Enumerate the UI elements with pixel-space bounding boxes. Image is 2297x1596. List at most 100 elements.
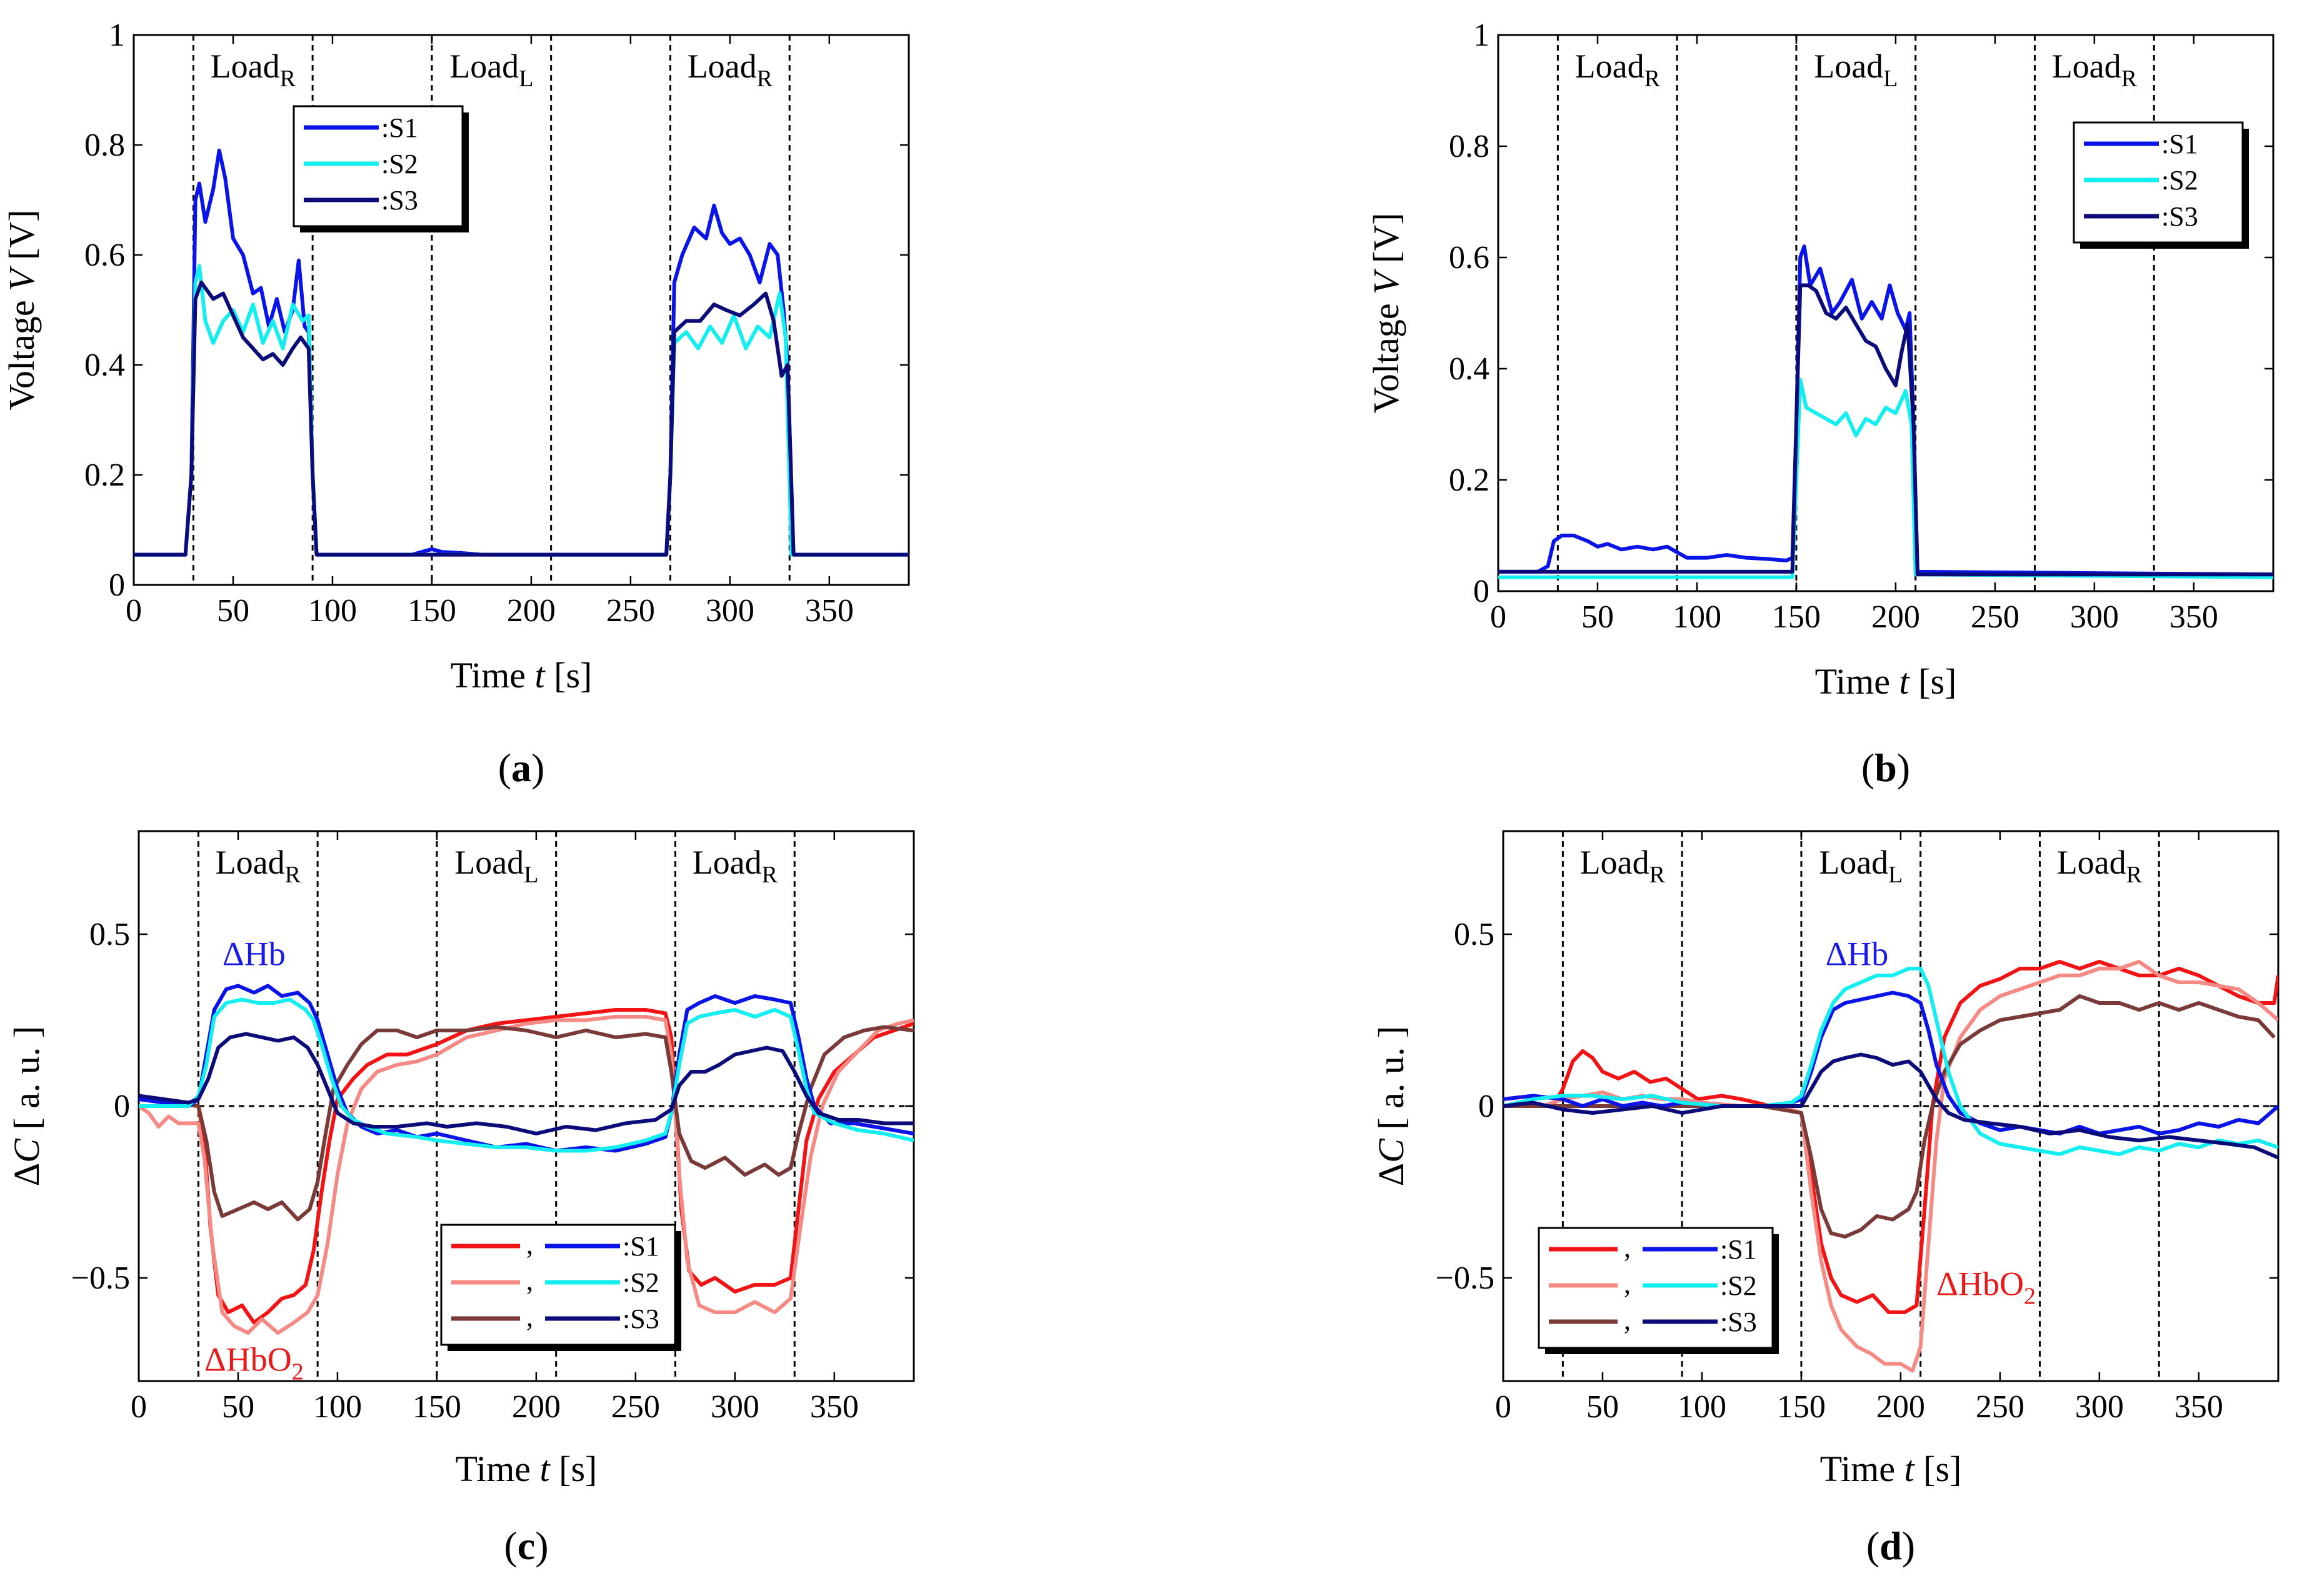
panel-d-legend-separator: ,	[1624, 1305, 1631, 1335]
panel-c-caption: (c)	[504, 1524, 548, 1568]
panel-a-x-tick-label: 350	[805, 593, 854, 629]
panel-d-x-tick-label: 350	[2174, 1389, 2223, 1425]
panel-c-x-axis-title: Time t [s]	[456, 1449, 598, 1489]
panel-d-series-hbo2-s1	[1503, 960, 2278, 1314]
panel-a: 0 50 100 150 200 250 300 350 0 0.2 0.4 0.6 0.8 1 LoadR…	[1, 17, 910, 790]
panel-a-y-tick-label: 0.2	[84, 457, 125, 493]
panel-b-x-tick-label: 200	[1871, 599, 1920, 635]
panel-a-x-tick-label: 200	[507, 593, 556, 629]
panel-a-series-s3	[134, 281, 909, 557]
panel-d-load-label: LoadR	[1580, 844, 1666, 888]
panel-c-x-tick-label: 100	[313, 1389, 362, 1425]
panel-b-x-tick-label: 250	[1971, 599, 2019, 635]
panel-d-annotation: ΔHbO2	[1936, 1265, 2036, 1310]
panel-c-x-tick-label: 200	[512, 1389, 561, 1425]
panel-b-y-tick-label: 0.4	[1449, 351, 1489, 387]
panel-c-series-hb-s1	[139, 984, 914, 1153]
panel-b-caption: (b)	[1861, 746, 1910, 790]
panel-c-y-tick-label: −0.5	[71, 1260, 130, 1296]
panel-a-caption: (a)	[498, 746, 545, 790]
panel-d-load-label: LoadL	[1819, 844, 1903, 888]
panel-c-x-tick-label: 0	[131, 1389, 147, 1425]
panel-d-legend-label: :S2	[1720, 1270, 1757, 1301]
panel-d-series-hb-s2	[1503, 967, 2278, 1156]
panel-b-legend-label: :S1	[2161, 129, 2198, 159]
panel-c-y-tick-label: 0.5	[89, 917, 130, 952]
panel-b-series-s2	[1498, 377, 2273, 579]
panel-d: 0 50 100 150 200 250 300 350 −0.5 0 0.5 LoadR LoadL L…	[1371, 830, 2279, 1568]
panel-b-load-label: LoadL	[1814, 47, 1898, 92]
panel-c-series-hbo2-s3	[139, 1025, 914, 1222]
panel-d-y-tick-label: 0.5	[1454, 917, 1494, 952]
panel-d-series-hb-s3	[1503, 1052, 2278, 1160]
panel-d-series-hb-s1	[1503, 990, 2278, 1135]
panel-d-x-tick-label: 250	[1976, 1389, 2024, 1425]
panel-c-x-tick-label: 300	[711, 1389, 759, 1425]
panel-a-x-tick-label: 100	[308, 593, 357, 629]
panel-c-series-hbo2-s1	[139, 1008, 914, 1325]
panel-c-x-tick-label: 150	[413, 1389, 461, 1425]
panel-a-legend-label: :S2	[381, 149, 418, 179]
panel-a-x-tick-label: 0	[126, 593, 142, 629]
panel-d-x-tick-label: 300	[2075, 1389, 2124, 1425]
panel-b-x-tick-label: 300	[2070, 599, 2119, 635]
panel-c-legend-label: :S1	[623, 1231, 659, 1262]
panel-c-series-hb-s3	[139, 1032, 914, 1135]
panel-b-legend-label: :S2	[2161, 165, 2198, 196]
panel-c-x-tick-label: 350	[810, 1389, 859, 1425]
panel-c-legend-separator: ,	[526, 1265, 533, 1296]
panel-a-x-tick-label: 150	[408, 593, 456, 629]
panel-a-load-label: LoadR	[688, 47, 773, 92]
panel-b-legend	[2073, 121, 2244, 244]
panel-a-y-tick-label: 0.8	[84, 127, 125, 163]
panel-b-load-label: LoadR	[1575, 47, 1661, 92]
panel-a-x-tick-label: 50	[217, 593, 249, 629]
panel-d-caption: (d)	[1866, 1524, 1915, 1568]
panel-d-x-tick-label: 200	[1876, 1389, 1925, 1425]
panel-d-x-axis-title: Time t [s]	[1820, 1449, 1962, 1489]
panel-d-y-tick-label: −0.5	[1436, 1260, 1494, 1296]
panel-b-series-s1	[1498, 244, 2273, 577]
panel-a-legend-label: :S3	[381, 185, 418, 216]
panel-c-x-tick-label: 50	[222, 1389, 254, 1425]
panel-c-load-label: LoadR	[693, 844, 778, 888]
panel-d-x-tick-label: 100	[1678, 1389, 1726, 1425]
panel-a-y-tick-label: 1	[109, 17, 125, 53]
panel-a-x-tick-label: 300	[706, 593, 754, 629]
panel-c-y-tick-label: 0	[114, 1089, 130, 1124]
panel-d-legend-label: :S1	[1720, 1234, 1757, 1265]
panel-b-series-s3	[1498, 283, 2273, 577]
panel-b-y-tick-label: 0	[1473, 574, 1489, 609]
panel-d-x-tick-label: 50	[1586, 1389, 1619, 1425]
panel-d-y-tick-label: 0	[1478, 1089, 1494, 1124]
panel-a-plot-frame	[133, 34, 910, 586]
panel-c: 0 50 100 150 200 250 300 350 −0.5 0 0.5 LoadR LoadL L…	[6, 830, 915, 1568]
panel-a-load-label: LoadL	[449, 47, 533, 92]
panel-b-load-label: LoadR	[2052, 47, 2138, 92]
panel-d-annotation: ΔHb	[1826, 935, 1889, 973]
panel-c-load-label: LoadR	[216, 844, 301, 888]
panel-d-load-label: LoadR	[2057, 844, 2143, 888]
panel-a-x-tick-label: 250	[606, 593, 655, 629]
panel-c-load-label: LoadL	[454, 844, 538, 888]
panel-c-legend-label: :S2	[623, 1267, 659, 1298]
panel-a-x-axis-title: Time t [s]	[451, 655, 593, 696]
panel-d-legend-label: :S3	[1720, 1307, 1757, 1337]
panel-d-x-tick-label: 0	[1495, 1389, 1511, 1425]
panel-c-series-hb-s2	[139, 997, 914, 1153]
panel-c-series-hbo2-s2	[139, 1015, 914, 1335]
panel-b-y-tick-label: 0.2	[1449, 462, 1489, 498]
panel-c-annotation: ΔHbO2	[204, 1341, 304, 1385]
panel-a-load-label: LoadR	[211, 47, 296, 92]
panel-d-legend-separator: ,	[1624, 1232, 1631, 1263]
panel-c-annotation: ΔHb	[223, 935, 286, 973]
panel-a-y-axis-title: Voltage V [V]	[1, 209, 42, 410]
panel-d-x-tick-label: 150	[1777, 1389, 1826, 1425]
panel-c-legend-separator: ,	[526, 1302, 533, 1332]
panel-a-y-tick-label: 0.6	[84, 237, 125, 273]
panel-b-x-tick-label: 0	[1490, 599, 1506, 635]
panel-b-legend-label: :S3	[2161, 201, 2198, 232]
panel-b-y-tick-label: 1	[1473, 17, 1489, 53]
panel-b-x-tick-label: 50	[1581, 599, 1614, 635]
